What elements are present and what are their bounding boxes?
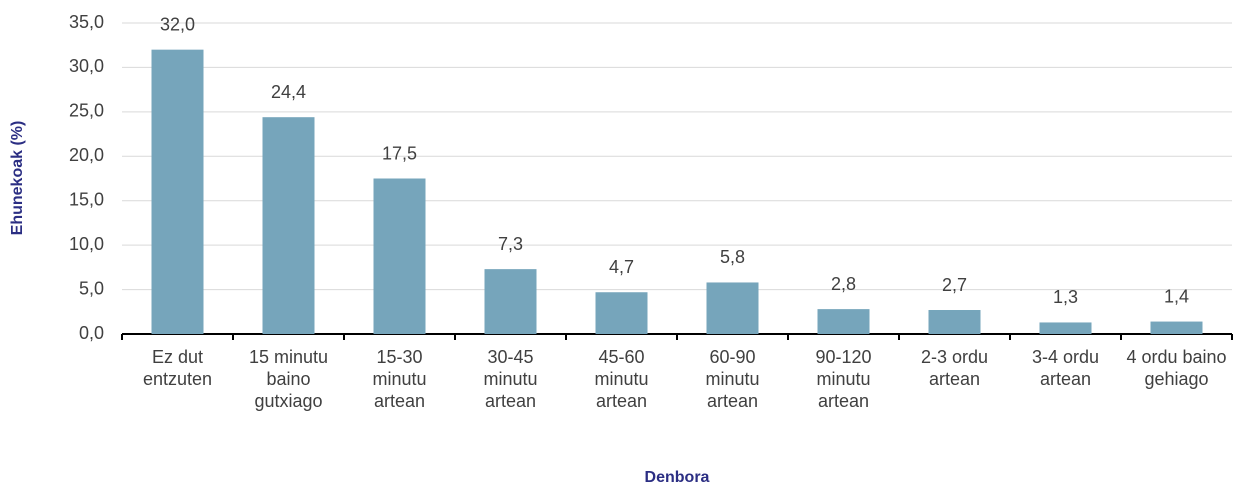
bar (1150, 321, 1203, 334)
y-tick-label: 15,0 (69, 189, 104, 209)
y-tick-label: 0,0 (79, 323, 104, 343)
x-tick-label: 45-60 minutu artean (594, 347, 649, 411)
y-tick-label: 10,0 (69, 234, 104, 254)
y-tick-label: 35,0 (69, 12, 104, 32)
x-axis-title: Denbora (645, 469, 710, 486)
x-tick-label: 15-30 minutu artean (372, 347, 427, 411)
y-tick-label: 30,0 (69, 56, 104, 76)
x-tick-label: 60-90 minutu artean (705, 347, 760, 411)
y-axis-title: Ehunekoak (%) (9, 121, 26, 236)
value-label: 1,3 (1053, 287, 1078, 307)
y-tick-label: 5,0 (79, 278, 104, 298)
value-label: 17,5 (382, 143, 417, 163)
bar (484, 269, 537, 334)
value-label: 1,4 (1164, 286, 1189, 306)
value-label: 4,7 (609, 257, 634, 277)
value-label: 7,3 (498, 234, 523, 254)
x-tick-label: 4 ordu baino gehiago (1126, 347, 1227, 389)
x-tick-label: 90-120 minutu artean (815, 347, 872, 411)
value-label: 32,0 (160, 14, 195, 34)
value-label: 2,7 (942, 275, 967, 295)
bar (262, 117, 315, 334)
bar (595, 292, 648, 334)
value-label: 2,8 (831, 274, 856, 294)
bar (1039, 322, 1092, 334)
x-tick-label: 30-45 minutu artean (483, 347, 538, 411)
x-tick-label: 3-4 ordu artean (1031, 347, 1100, 389)
bar (151, 49, 204, 335)
value-label: 5,8 (720, 247, 745, 267)
x-tick-label: 15 minutu baino gutxiago (248, 347, 329, 411)
y-tick-label: 20,0 (69, 145, 104, 165)
value-label: 24,4 (271, 82, 306, 102)
bar (928, 310, 981, 334)
y-tick-label: 25,0 (69, 101, 104, 121)
x-tick-label: Ez dut entzuten (142, 347, 213, 389)
bar (817, 309, 870, 334)
bar (373, 178, 426, 334)
x-tick-label: 2-3 ordu artean (920, 347, 989, 389)
bar (706, 282, 759, 334)
